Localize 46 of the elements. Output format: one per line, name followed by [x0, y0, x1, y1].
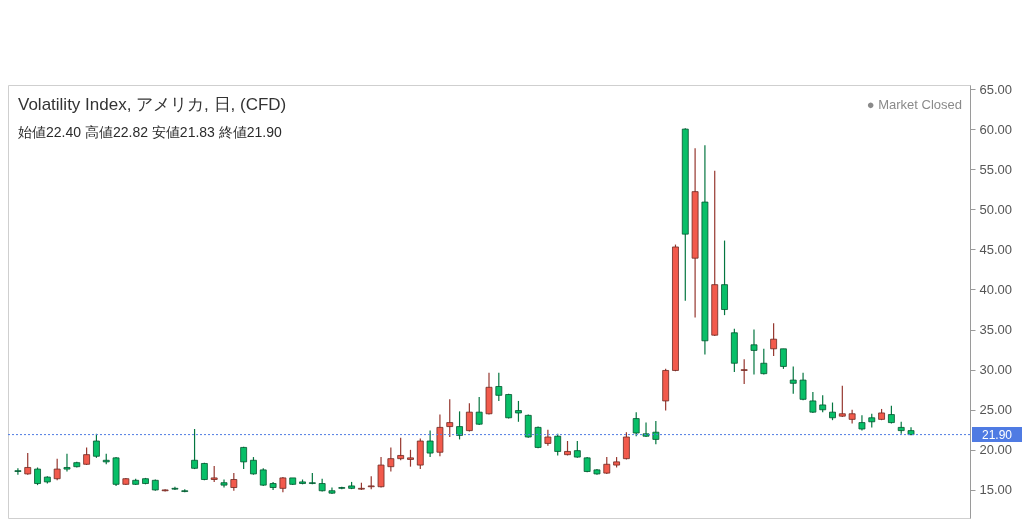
- candlestick: [24, 452, 32, 476]
- candlestick: [760, 348, 768, 376]
- y-tick-label: 20.00: [979, 442, 1013, 458]
- y-tick-label: 15.00: [979, 482, 1013, 498]
- candlestick: [505, 393, 513, 420]
- y-tick-label: 25.00: [979, 402, 1013, 418]
- candlestick: [780, 348, 787, 370]
- candlestick: [465, 402, 473, 432]
- ref-line-label: 21.90: [981, 427, 1013, 442]
- candlestick: [475, 396, 483, 426]
- candlestick: [446, 398, 454, 438]
- candlestick: [495, 372, 503, 402]
- candlestick: [426, 430, 434, 458]
- candlestick: [93, 433, 100, 459]
- y-tick-label: 60.00: [979, 121, 1013, 137]
- annotation: 始値22.40 高値22.82 安値21.83 終値21.90: [18, 124, 283, 140]
- candlestick: [191, 428, 198, 470]
- candlestick: [838, 385, 846, 418]
- y-tick-label: 55.00: [979, 161, 1013, 177]
- candlestick: [397, 437, 405, 461]
- candlestick: [63, 453, 71, 473]
- candlestick: [809, 391, 817, 414]
- annotation: ● Market Closed: [866, 97, 962, 112]
- y-tick-label: 50.00: [979, 201, 1013, 217]
- candlestick: [623, 431, 630, 461]
- y-tick-label: 30.00: [979, 362, 1013, 378]
- candlestick: [377, 456, 385, 489]
- candlestick: [387, 446, 395, 473]
- candlestick: [456, 410, 463, 441]
- candlestick: [652, 420, 660, 445]
- y-tick-label: 65.00: [979, 81, 1013, 97]
- candlestick: [642, 421, 650, 438]
- candlestick: [750, 328, 758, 376]
- candlestick: [632, 411, 640, 437]
- y-tick-label: 40.00: [979, 281, 1013, 297]
- candlestick: [14, 467, 22, 476]
- candlestick: [789, 365, 797, 395]
- y-tick-label: 35.00: [979, 322, 1013, 338]
- candlestick: [554, 433, 562, 457]
- candlestick: [770, 322, 778, 357]
- candlestick: [740, 358, 748, 385]
- candlestick: [799, 372, 807, 401]
- y-tick-label: 45.00: [979, 241, 1013, 257]
- candlestick: [53, 458, 61, 481]
- candlestick: [515, 400, 522, 423]
- text: Volatility Index, アメリカ, 日, (CFD): [18, 95, 287, 114]
